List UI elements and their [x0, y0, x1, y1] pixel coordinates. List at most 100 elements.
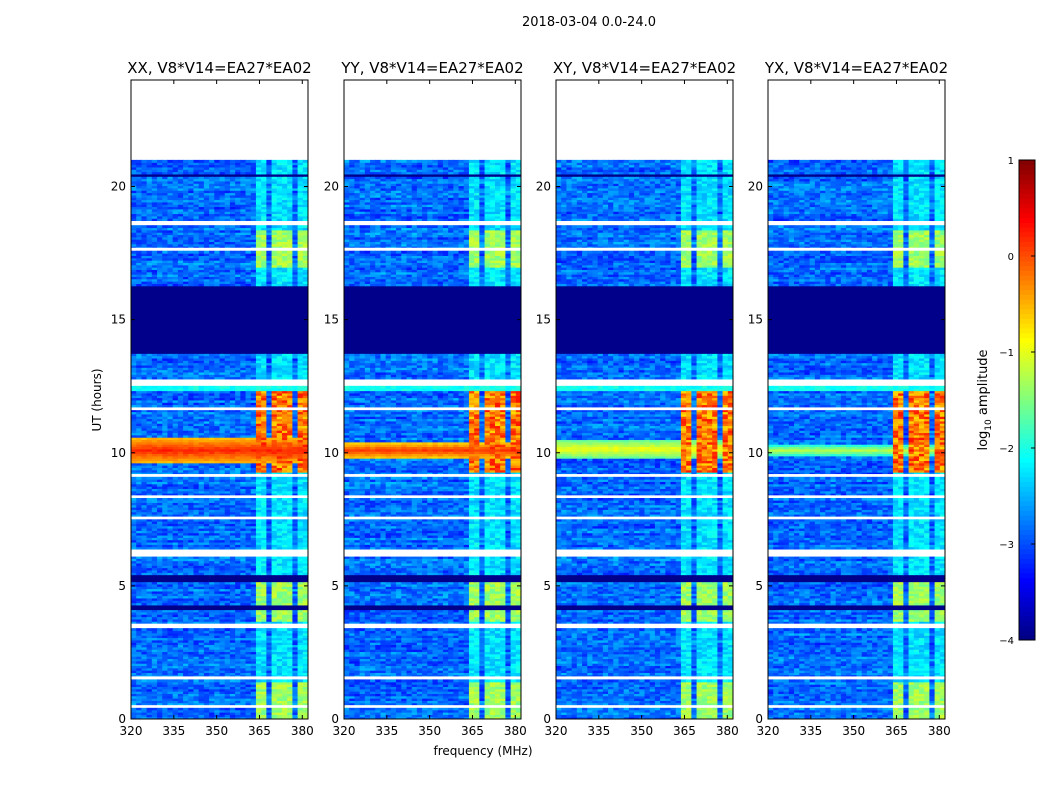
- colorbar-segment: [1019, 553, 1035, 559]
- colorbar-segment: [1019, 452, 1035, 459]
- blank-band: [131, 221, 308, 226]
- blank-band: [344, 407, 521, 411]
- x-tick-label: 365: [461, 724, 484, 738]
- colorbar-tick-label: 1: [1008, 156, 1014, 167]
- colorbar-segment: [1019, 630, 1035, 636]
- x-tick-label: 350: [842, 724, 865, 738]
- x-tick-label: 380: [291, 724, 314, 738]
- panel-frame: [767, 79, 946, 720]
- colorbar-segment: [1019, 428, 1035, 435]
- colorbar-segment: [1019, 212, 1035, 219]
- x-tick-label: 365: [885, 724, 908, 738]
- colorbar-segment: [1019, 217, 1035, 223]
- spectrogram-image: [556, 159, 733, 719]
- colorbar-segment: [1019, 409, 1035, 415]
- x-tick-label: 320: [333, 724, 356, 738]
- colorbar-segment: [1019, 352, 1035, 358]
- spectrogram-image: [768, 159, 945, 719]
- colorbar-segment: [1019, 577, 1035, 583]
- blank-band: [768, 549, 945, 557]
- blank-band: [131, 407, 308, 411]
- y-tick-label: 15: [748, 313, 763, 327]
- colorbar-segment: [1019, 400, 1035, 406]
- colorbar-segment: [1019, 539, 1035, 545]
- y-tick-label: 0: [543, 712, 551, 726]
- colorbar-segment: [1019, 529, 1035, 535]
- x-axis-label: frequency (MHz): [433, 744, 532, 758]
- figure-title: 2018-03-04 0.0-24.0: [522, 15, 656, 30]
- x-tick-label: 335: [799, 724, 822, 738]
- blank-band: [344, 516, 521, 520]
- panel-title: XX, V8*V14=EA27*EA02: [127, 59, 311, 77]
- panel-yx: YX, V8*V14=EA27*EA02 320 335 350 365 380 0 5 10 1…: [748, 59, 951, 738]
- colorbar-segment: [1019, 203, 1035, 209]
- colorbar: −4 −3 −2 −1 0 1: [999, 156, 1036, 647]
- blank-band: [556, 623, 733, 628]
- panel-xx: XX, V8*V14=EA27*EA02 320 335 350 365 380 0 5 10 1…: [111, 59, 314, 738]
- colorbar-segment: [1019, 284, 1035, 291]
- colorbar-segment: [1019, 448, 1035, 454]
- colorbar-segment: [1019, 601, 1035, 607]
- colorbar-segment: [1019, 596, 1035, 603]
- colorbar-segment: [1019, 371, 1035, 377]
- x-tick-label: 320: [545, 724, 568, 738]
- colorbar-segment: [1019, 592, 1035, 598]
- colorbar-segment: [1019, 308, 1035, 315]
- x-tick-label: 335: [587, 724, 610, 738]
- panel-frame: [555, 79, 734, 720]
- colorbar-segment: [1019, 496, 1035, 502]
- x-tick-label: 335: [375, 724, 398, 738]
- blank-band: [131, 247, 308, 251]
- colorbar-segment: [1019, 222, 1035, 228]
- colorbar-segment: [1019, 188, 1035, 195]
- colorbar-segment: [1019, 443, 1035, 449]
- spectrogram-image: [131, 159, 308, 719]
- colorbar-segment: [1019, 582, 1035, 588]
- panel-title: YY, V8*V14=EA27*EA02: [340, 59, 523, 77]
- blank-band: [768, 221, 945, 226]
- colorbar-segment: [1019, 361, 1035, 367]
- colorbar-segment: [1019, 433, 1035, 439]
- blank-band: [131, 474, 308, 477]
- blank-band: [556, 495, 733, 499]
- colorbar-segment: [1019, 256, 1035, 262]
- colorbar-segment: [1019, 275, 1035, 281]
- y-tick-label: 20: [748, 180, 763, 194]
- colorbar-segment: [1019, 270, 1035, 276]
- colorbar-segment: [1019, 184, 1035, 190]
- y-tick-label: 5: [755, 579, 763, 593]
- colorbar-segment: [1019, 510, 1035, 516]
- blank-band: [131, 495, 308, 499]
- colorbar-segment: [1019, 164, 1035, 171]
- colorbar-segment: [1019, 313, 1035, 319]
- colorbar-segment: [1019, 414, 1035, 420]
- colorbar-segment: [1019, 544, 1035, 550]
- colorbar-segment: [1019, 467, 1035, 473]
- colorbar-segment: [1019, 294, 1035, 300]
- colorbar-segment: [1019, 304, 1035, 310]
- blank-band: [556, 676, 733, 680]
- colorbar-segment: [1019, 572, 1035, 579]
- colorbar-segment: [1019, 385, 1035, 391]
- y-tick-label: 5: [543, 579, 551, 593]
- colorbar-segment: [1019, 169, 1035, 175]
- blank-band: [556, 379, 733, 385]
- colorbar-segment: [1019, 380, 1035, 387]
- y-tick-label: 20: [111, 180, 126, 194]
- colorbar-tick-label: 0: [1008, 252, 1014, 263]
- y-tick-label: 0: [331, 712, 339, 726]
- panel-frame: [130, 79, 309, 720]
- colorbar-segment: [1019, 174, 1035, 180]
- colorbar-label: log10 amplitude: [976, 349, 994, 450]
- colorbar-segment: [1019, 299, 1035, 305]
- colorbar-tick-label: −2: [999, 444, 1014, 455]
- panel-xy: XY, V8*V14=EA27*EA02 320 335 350 365 380 0 5 10 1…: [536, 59, 739, 738]
- x-tick-label: 335: [162, 724, 185, 738]
- colorbar-segment: [1019, 563, 1035, 569]
- colorbar-segment: [1019, 227, 1035, 233]
- colorbar-segment: [1019, 419, 1035, 425]
- colorbar-tick-label: −3: [999, 540, 1014, 551]
- x-tick-label: 365: [673, 724, 696, 738]
- y-tick-label: 10: [748, 446, 763, 460]
